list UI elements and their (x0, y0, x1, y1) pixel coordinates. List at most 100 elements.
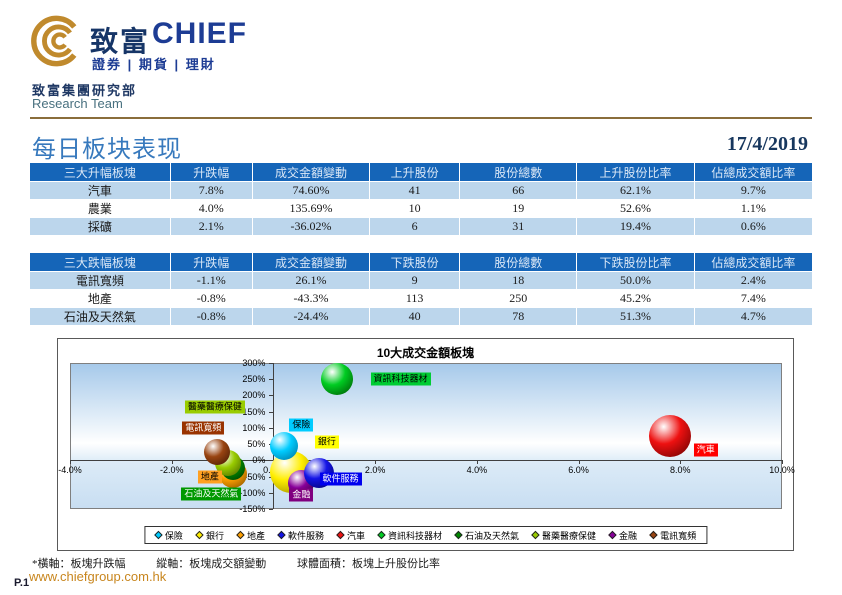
table-cell: 135.69% (252, 199, 371, 217)
table-cell: 4.7% (694, 307, 812, 325)
column-header: 股份總數 (460, 253, 578, 271)
table-cell: 9.7% (694, 181, 812, 199)
table-cell: 250 (460, 289, 578, 307)
chart-y-tick (269, 460, 274, 462)
legend-marker-diamond-icon (194, 530, 204, 540)
table-cell: -0.8% (170, 307, 253, 325)
column-header: 成交金額變動 (252, 163, 371, 181)
column-header: 三大升幅板塊 (30, 163, 171, 181)
table-cell: 19 (460, 199, 578, 217)
table-cell: 2.1% (170, 217, 253, 235)
logo-text-en: CHIEF (152, 17, 247, 50)
chart-y-tick-label: -100% (239, 487, 266, 498)
column-header: 三大跌幅板塊 (30, 253, 171, 271)
legend-label: 銀行 (205, 530, 224, 541)
table-cell: 1.1% (694, 199, 812, 217)
legend-marker-diamond-icon (648, 530, 658, 540)
table-cell: 電訊寬頻 (30, 271, 171, 289)
table-cell: 地產 (30, 289, 171, 307)
chart-data-label: 保險 (289, 418, 314, 432)
legend-item: 醫藥醫療保健 (530, 529, 596, 542)
chart-data-label: 資訊科技器材 (370, 372, 431, 386)
table-cell: 113 (370, 289, 461, 307)
legend-item: 汽車 (335, 529, 365, 542)
table-cell: 0.6% (694, 217, 812, 235)
table-cell: 26.1% (252, 271, 371, 289)
table-cell: 45.2% (577, 289, 695, 307)
chart-footnote: *橫軸：板塊升跌幅 縱軸：板塊成交額變動 球體面積：板塊上升股份比率 (32, 555, 468, 571)
table-cell: -24.4% (252, 307, 371, 325)
legend-marker-diamond-icon (335, 530, 345, 540)
table-cell: 19.4% (577, 217, 695, 235)
chart-y-tick (269, 363, 274, 364)
table-row: 地產 -0.8% -43.3% 113 250 45.2% 7.4% (30, 289, 812, 307)
website-link[interactable]: www.chiefgroup.com.hk (29, 569, 167, 584)
table-cell: 汽車 (30, 181, 171, 199)
column-header: 升跌幅 (170, 163, 253, 181)
column-header: 上升股份 (370, 163, 461, 181)
legend-label: 資訊科技器材 (388, 530, 443, 541)
table-cell: -1.1% (170, 271, 253, 289)
legend-item: 銀行 (194, 529, 224, 542)
table-cell: 62.1% (577, 181, 695, 199)
column-header: 上升股份比率 (577, 163, 695, 181)
legend-marker-diamond-icon (607, 530, 617, 540)
legend-label: 汽車 (346, 530, 365, 541)
legend-label: 電訊寬頻 (660, 530, 697, 541)
chart-x-tick (70, 460, 71, 465)
chief-logo-icon (31, 15, 77, 67)
chart-y-tick-label: 200% (242, 390, 266, 401)
table-row: 石油及天然氣 -0.8% -24.4% 40 78 51.3% 4.7% (30, 307, 812, 325)
legend-label: 軟件服務 (287, 530, 324, 541)
chart-y-tick-label: 150% (242, 406, 266, 417)
chart-y-tick-label: 0% (252, 455, 266, 466)
chart-title: 10大成交金額板塊 (376, 346, 475, 360)
chart-y-tick-label: -50% (244, 471, 266, 482)
table-cell: 74.60% (252, 181, 371, 199)
table-cell: 6 (370, 217, 461, 235)
chart-x-tick-label: 4.0% (466, 465, 488, 476)
column-header: 下跌股份比率 (577, 253, 695, 271)
chart-x-tick-label: -2.0% (159, 465, 184, 476)
chart-bubble (321, 363, 353, 396)
legend-item: 保險 (153, 529, 183, 542)
chart-y-tick-label: 300% (242, 358, 266, 368)
chart-y-tick (269, 492, 274, 494)
table-cell: 50.0% (577, 271, 695, 289)
column-header: 佔總成交額比率 (694, 253, 812, 271)
table-cell: 7.8% (170, 181, 253, 199)
table-cell: -36.02% (252, 217, 371, 235)
column-header: 升跌幅 (170, 253, 253, 271)
table-cell: 7.4% (694, 289, 812, 307)
legend-label: 石油及天然氣 (465, 530, 520, 541)
table-cell: -43.3% (252, 289, 371, 307)
legend-item: 地產 (235, 529, 265, 542)
column-header: 成交金額變動 (252, 253, 371, 271)
chart-data-label: 石油及天然氣 (181, 487, 242, 501)
page-number: P.1 (14, 577, 30, 589)
table-cell: 4.0% (170, 199, 253, 217)
legend-label: 保險 (164, 530, 183, 541)
table-row: 汽車 7.8% 74.60% 41 66 62.1% 9.7% (30, 181, 812, 199)
page-title: 每日板块表现 (32, 137, 182, 163)
chart-x-tick-label: 8.0% (670, 465, 691, 476)
chart-bubble (269, 431, 298, 460)
chart-y-tick (269, 427, 274, 429)
table-header-row: 三大升幅板塊 升跌幅 成交金額變動 上升股份 股份總數 上升股份比率 佔總成交額比率 (30, 163, 812, 181)
table-cell: -0.8% (170, 289, 253, 307)
legend-item: 電訊寬頻 (648, 529, 697, 542)
chart-x-tick (171, 460, 173, 465)
chart-bubble (649, 415, 692, 458)
table-header-row: 三大跌幅板塊 升跌幅 成交金額變動 下跌股份 股份總數 下跌股份比率 佔總成交額比率 (30, 253, 812, 271)
bubble-chart: 10大成交金額板塊 -4.0%-2.0%0.0%2.0%4.0%6.0%8.0%… (57, 338, 795, 551)
chart-data-label: 醫藥醫療保健 (184, 400, 245, 414)
chart-y-tick (269, 379, 274, 381)
department-name-zh: 致富集團研究部 (32, 83, 138, 98)
table-row: 採礦 2.1% -36.02% 6 31 19.4% 0.6% (30, 217, 812, 235)
chart-x-tick-label: 2.0% (364, 465, 386, 476)
chart-x-tick (476, 460, 478, 465)
table-row: 農業 4.0% 135.69% 10 19 52.6% 1.1% (30, 199, 812, 217)
chart-data-label: 電訊寬頻 (182, 421, 225, 435)
chart-x-axis (70, 460, 782, 462)
